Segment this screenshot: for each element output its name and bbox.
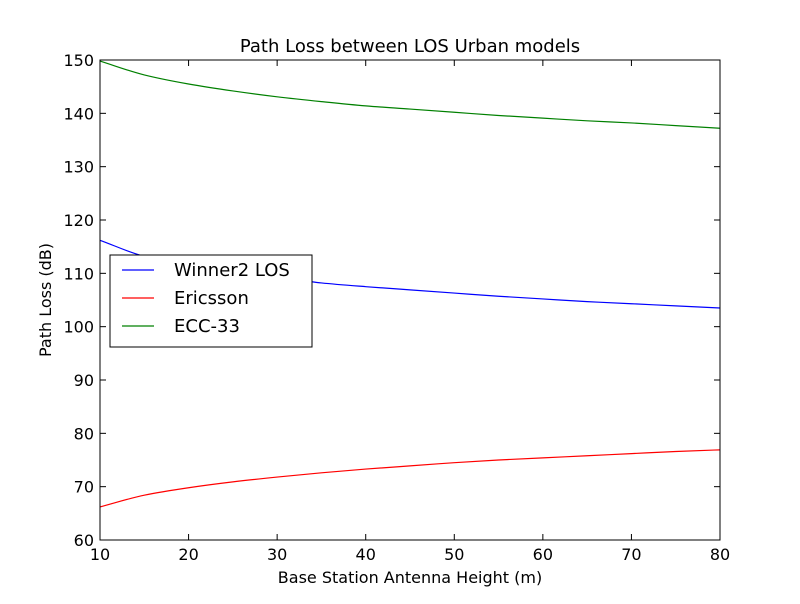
x-tick-label: 80 bbox=[710, 545, 730, 564]
y-tick-label: 70 bbox=[74, 478, 94, 497]
chart-title: Path Loss between LOS Urban models bbox=[240, 36, 580, 57]
x-axis-label: Base Station Antenna Height (m) bbox=[278, 568, 542, 587]
plot-frame bbox=[99, 59, 721, 541]
y-tick-label: 150 bbox=[63, 51, 94, 70]
series-line-ericsson bbox=[99, 449, 721, 508]
x-tick-label: 70 bbox=[621, 545, 641, 564]
y-tick-label: 130 bbox=[63, 158, 94, 177]
ticks-layer: 10 20 30 40 50 60 70 80 60 70 80 90 100 110 120 130 140 1… bbox=[63, 51, 730, 564]
legend-entries: Winner2 LOS Ericsson ECC-33 bbox=[122, 260, 290, 337]
y-tick-label: 60 bbox=[74, 531, 94, 550]
x-tick-label: 60 bbox=[533, 545, 553, 564]
y-axis-label: Path Loss (dB) bbox=[36, 243, 55, 357]
y-tick-label: 140 bbox=[63, 104, 94, 123]
y-tick-label: 100 bbox=[63, 318, 94, 337]
x-tick-label: 10 bbox=[90, 545, 110, 564]
y-tick-label: 90 bbox=[74, 371, 94, 390]
legend: Winner2 LOS Ericsson ECC-33 bbox=[109, 254, 313, 348]
legend-box bbox=[109, 254, 313, 348]
x-tick-label: 50 bbox=[444, 545, 464, 564]
legend-label: ECC-33 bbox=[174, 316, 240, 337]
x-tick-label: 30 bbox=[267, 545, 287, 564]
legend-label: Ericsson bbox=[174, 288, 249, 309]
legend-label: Winner2 LOS bbox=[174, 260, 290, 281]
x-tick-label: 40 bbox=[356, 545, 376, 564]
series-line-ecc-33 bbox=[99, 60, 721, 129]
y-tick-label: 110 bbox=[63, 264, 94, 283]
y-tick-label: 120 bbox=[63, 211, 94, 230]
x-tick-label: 20 bbox=[178, 545, 198, 564]
y-tick-label: 80 bbox=[74, 424, 94, 443]
